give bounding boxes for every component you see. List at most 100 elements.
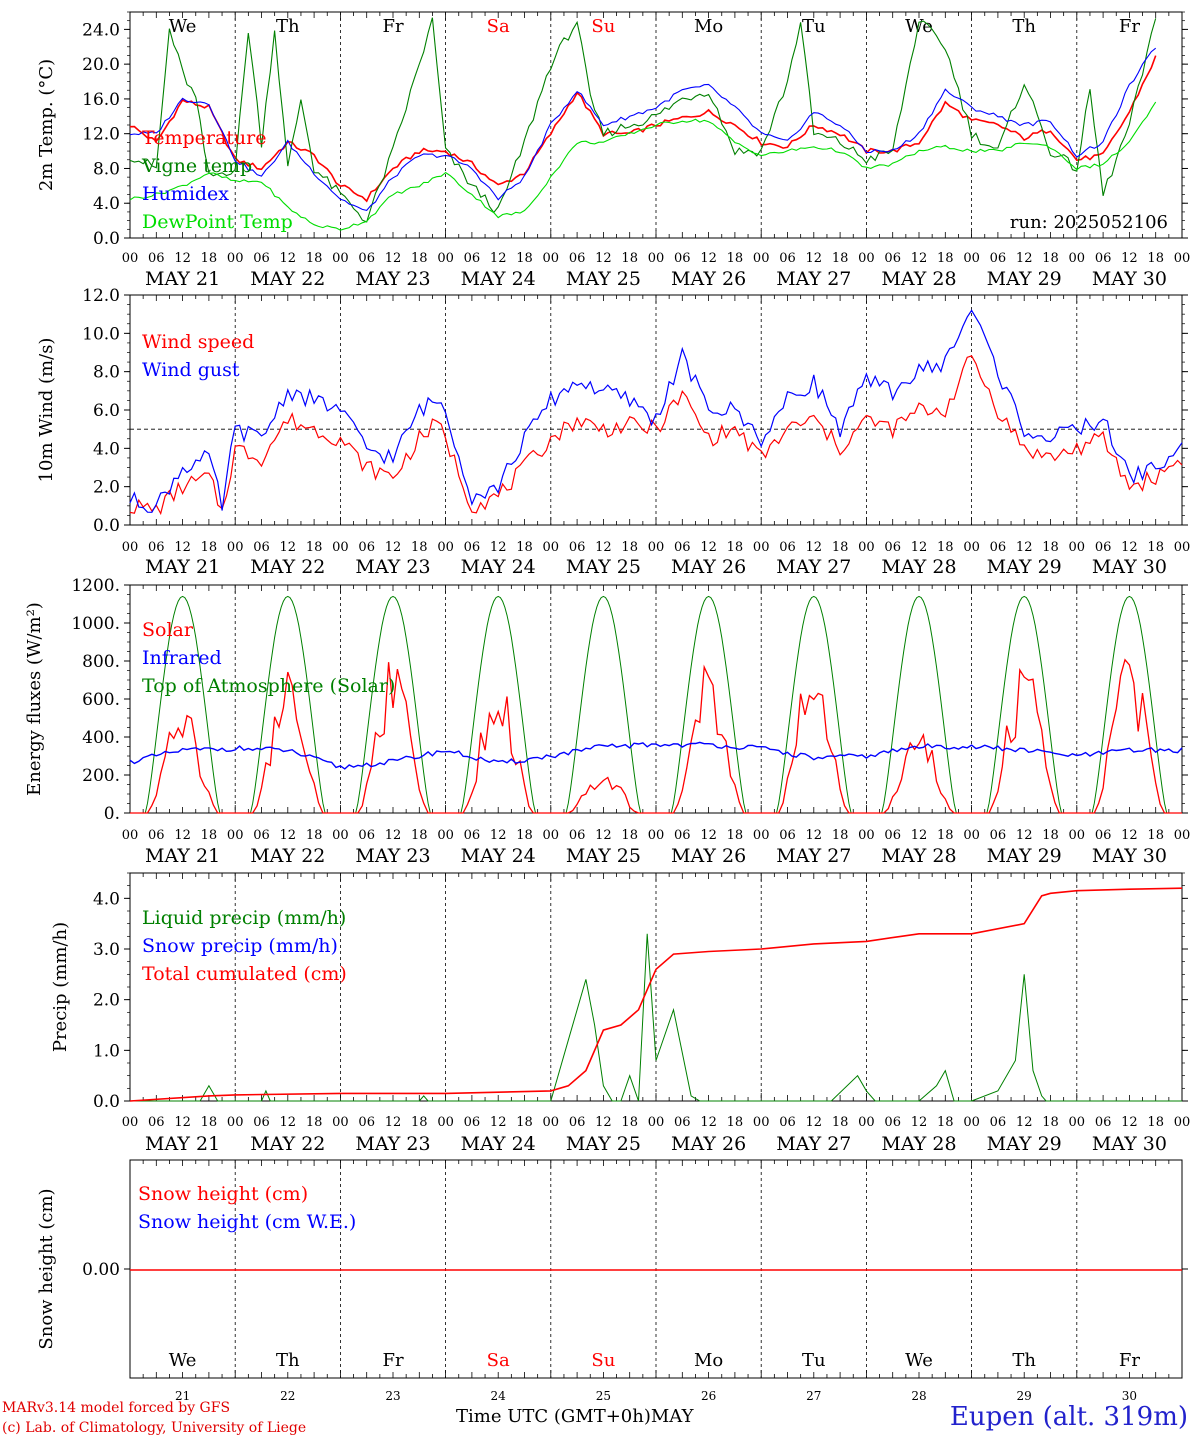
hour-tick-label: 06: [1095, 540, 1112, 555]
hour-tick-label: 06: [569, 1115, 586, 1130]
weekday-label: We: [905, 16, 933, 37]
hour-tick-label: 12: [490, 1115, 507, 1130]
date-label: MAY 24: [461, 845, 536, 867]
y-tick-label: 0.00: [82, 1260, 120, 1280]
weekday-label: Fr: [1119, 16, 1140, 37]
series-wind-gust: [129, 309, 1183, 513]
hour-tick-label: 18: [516, 540, 533, 555]
hour-tick-label: 00: [963, 828, 980, 843]
y-tick-label: 4.0: [93, 439, 120, 459]
y-tick-label: 1200.: [71, 576, 120, 596]
date-label: MAY 21: [145, 1133, 220, 1155]
weekday-label: Tu: [802, 1350, 826, 1371]
day-number-label: 29: [1017, 1389, 1032, 1403]
hour-tick-label: 06: [990, 540, 1007, 555]
hour-tick-label: 06: [358, 828, 375, 843]
hour-tick-label: 12: [1121, 828, 1138, 843]
hour-tick-label: 18: [832, 251, 849, 266]
hour-tick-label: 18: [1042, 1115, 1059, 1130]
hour-tick-label: 00: [1174, 251, 1191, 266]
hour-tick-label: 18: [411, 1115, 428, 1130]
hour-tick-label: 12: [911, 251, 928, 266]
hour-tick-label: 12: [1121, 251, 1138, 266]
hour-tick-label: 06: [358, 251, 375, 266]
hour-tick-label: 18: [727, 1115, 744, 1130]
hour-tick-label: 18: [937, 251, 954, 266]
series-total-cumulated: [129, 887, 1183, 1102]
hour-tick-label: 00: [332, 1115, 349, 1130]
hour-tick-label: 00: [1069, 828, 1086, 843]
hour-tick-label: 18: [1147, 828, 1164, 843]
hour-tick-label: 00: [753, 251, 770, 266]
legend-entry: Humidex: [142, 183, 229, 205]
hour-tick-label: 00: [227, 251, 244, 266]
panel-temp: 0.0 4.0 8.0 12.0 16.0 20.0 24.0 2m Temp. (°C) 00…: [36, 11, 1191, 290]
y-tick-label: 16.0: [82, 90, 120, 110]
legend-entry: Top of Atmosphere (Solar): [142, 675, 395, 697]
weekday-label: We: [169, 16, 197, 37]
hour-tick-label: 00: [1069, 1115, 1086, 1130]
hour-tick-label: 18: [1147, 540, 1164, 555]
hour-tick-label: 00: [437, 828, 454, 843]
hour-tick-label: 06: [779, 828, 796, 843]
date-label: MAY 23: [355, 845, 430, 867]
hour-tick-label: 06: [148, 540, 165, 555]
series-liquid-precip: [130, 933, 1182, 1102]
hour-tick-label: 12: [595, 828, 612, 843]
hour-tick-label: 00: [858, 828, 875, 843]
hour-tick-label: 18: [1042, 540, 1059, 555]
hour-tick-label: 12: [385, 828, 402, 843]
day-number-label: 22: [280, 1389, 295, 1403]
date-label: MAY 30: [1092, 845, 1167, 867]
hour-tick-label: 06: [253, 251, 270, 266]
series-temperature: [129, 55, 1157, 203]
hour-tick-label: 06: [569, 540, 586, 555]
date-label: MAY 29: [987, 1133, 1062, 1155]
y-tick-label: 800.: [82, 652, 120, 672]
hour-tick-label: 12: [174, 540, 191, 555]
hour-tick-label: 18: [621, 540, 638, 555]
hour-tick-label: 18: [201, 1115, 218, 1130]
weekday-label: Fr: [382, 1350, 403, 1371]
legend-entry: Temperature: [142, 127, 266, 149]
hour-tick-label: 06: [779, 251, 796, 266]
hour-tick-label: 00: [648, 540, 665, 555]
y-tick-label: 1.0: [93, 1041, 120, 1061]
date-label: MAY 27: [776, 1133, 851, 1155]
station-label: Eupen (alt. 319m): [949, 1402, 1188, 1432]
hour-tick-label: 00: [543, 251, 560, 266]
date-label: MAY 27: [776, 556, 851, 578]
weekday-label: Th: [1012, 16, 1036, 37]
hour-tick-label: 06: [990, 1115, 1007, 1130]
date-label: MAY 24: [461, 556, 536, 578]
weekday-label: Su: [591, 1350, 615, 1371]
date-label: MAY 28: [881, 556, 956, 578]
y-axis-label: Snow height (cm): [36, 1188, 57, 1349]
hour-tick-label: 06: [884, 540, 901, 555]
y-tick-label: 4.0: [93, 889, 120, 909]
hour-tick-label: 18: [727, 540, 744, 555]
hour-tick-label: 18: [201, 540, 218, 555]
hour-tick-label: 00: [332, 828, 349, 843]
y-tick-label: 0.0: [93, 516, 120, 536]
hour-tick-label: 00: [543, 1115, 560, 1130]
series-wind-speed: [129, 355, 1183, 516]
date-label: MAY 25: [566, 268, 641, 290]
hour-tick-label: 06: [148, 1115, 165, 1130]
panel-precip: 0.0 1.0 2.0 3.0 4.0 Precip (mm/h) 00 06 12 18 MAY …: [50, 872, 1190, 1155]
series-infrared: [129, 741, 1183, 770]
x-axis-title: Time UTC (GMT+0h)MAY: [456, 1406, 694, 1427]
hour-tick-label: 18: [1042, 251, 1059, 266]
y-tick-label: 4.0: [93, 194, 120, 214]
weekday-label: We: [905, 1350, 933, 1371]
date-label: MAY 23: [355, 556, 430, 578]
y-tick-label: 6.0: [93, 401, 120, 421]
hour-tick-label: 12: [700, 828, 717, 843]
series-humidex: [129, 47, 1157, 212]
hour-tick-label: 12: [806, 828, 823, 843]
date-label: MAY 30: [1092, 1133, 1167, 1155]
hour-tick-label: 00: [227, 828, 244, 843]
hour-tick-label: 18: [937, 540, 954, 555]
legend-entry: Snow precip (mm/h): [142, 935, 338, 957]
